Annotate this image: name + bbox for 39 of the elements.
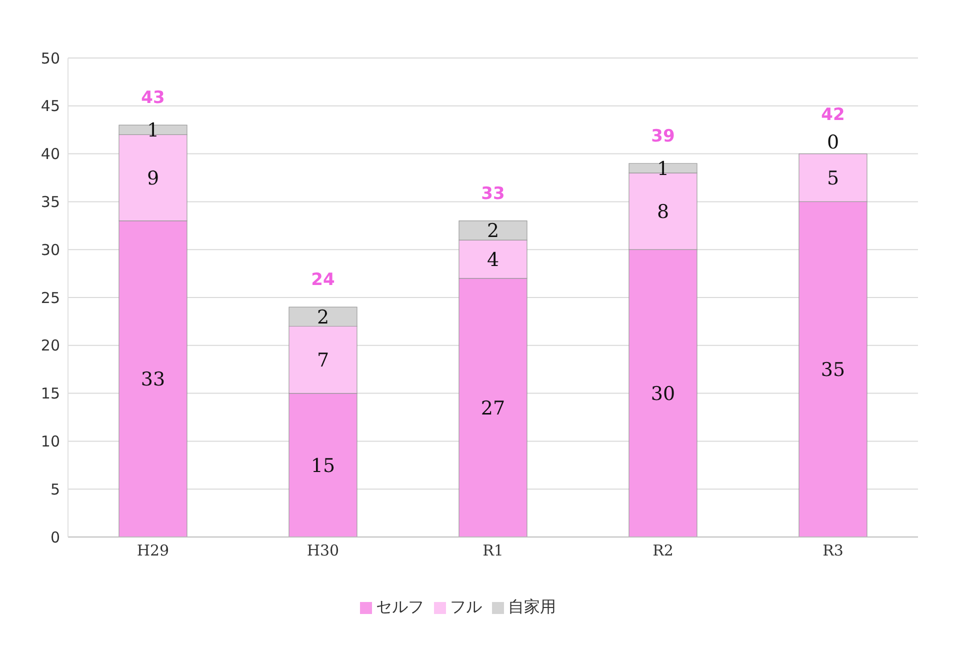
data-label: 1 [656, 158, 670, 180]
data-label: 5 [826, 167, 840, 190]
data-label: 1 [146, 120, 160, 142]
data-label: 9 [146, 167, 160, 190]
data-label: 15 [310, 454, 336, 477]
y-tick-label: 40 [40, 145, 60, 164]
total-label: 24 [311, 270, 335, 290]
y-tick-label: 15 [40, 384, 60, 403]
data-label: 35 [820, 359, 846, 381]
y-tick-label: 5 [50, 480, 60, 498]
y-tick-label: 20 [40, 336, 60, 355]
data-label: 8 [656, 200, 670, 223]
total-label: 33 [481, 184, 505, 204]
x-tick-label: R3 [822, 542, 844, 560]
data-label: 7 [316, 349, 330, 372]
total-label: 42 [821, 104, 845, 125]
y-tick-label: 50 [40, 49, 60, 68]
y-tick-label: 35 [40, 193, 60, 212]
y-tick-label: 10 [40, 432, 60, 451]
y-tick-label: 25 [40, 288, 60, 307]
data-label: 30 [650, 382, 676, 405]
data-label: 4 [486, 248, 500, 271]
data-label: 2 [486, 220, 500, 242]
data-label: 33 [140, 368, 166, 391]
total-label: 43 [141, 88, 165, 108]
y-tick-label: 45 [40, 97, 60, 116]
x-tick-label: H29 [136, 542, 170, 560]
x-tick-label: R1 [482, 542, 504, 560]
x-tick-label: H30 [306, 542, 340, 560]
total-label: 39 [651, 126, 675, 146]
legend-label: セルフ [376, 597, 424, 616]
legend-label: 自家用 [508, 597, 556, 616]
y-tick-label: 30 [40, 240, 60, 259]
data-label: 0 [826, 131, 840, 154]
data-label: 2 [316, 306, 330, 328]
data-label: 27 [480, 397, 506, 420]
x-tick-label: R2 [652, 542, 674, 560]
y-tick-label: 0 [50, 528, 60, 546]
legend-label: フル [450, 597, 482, 616]
